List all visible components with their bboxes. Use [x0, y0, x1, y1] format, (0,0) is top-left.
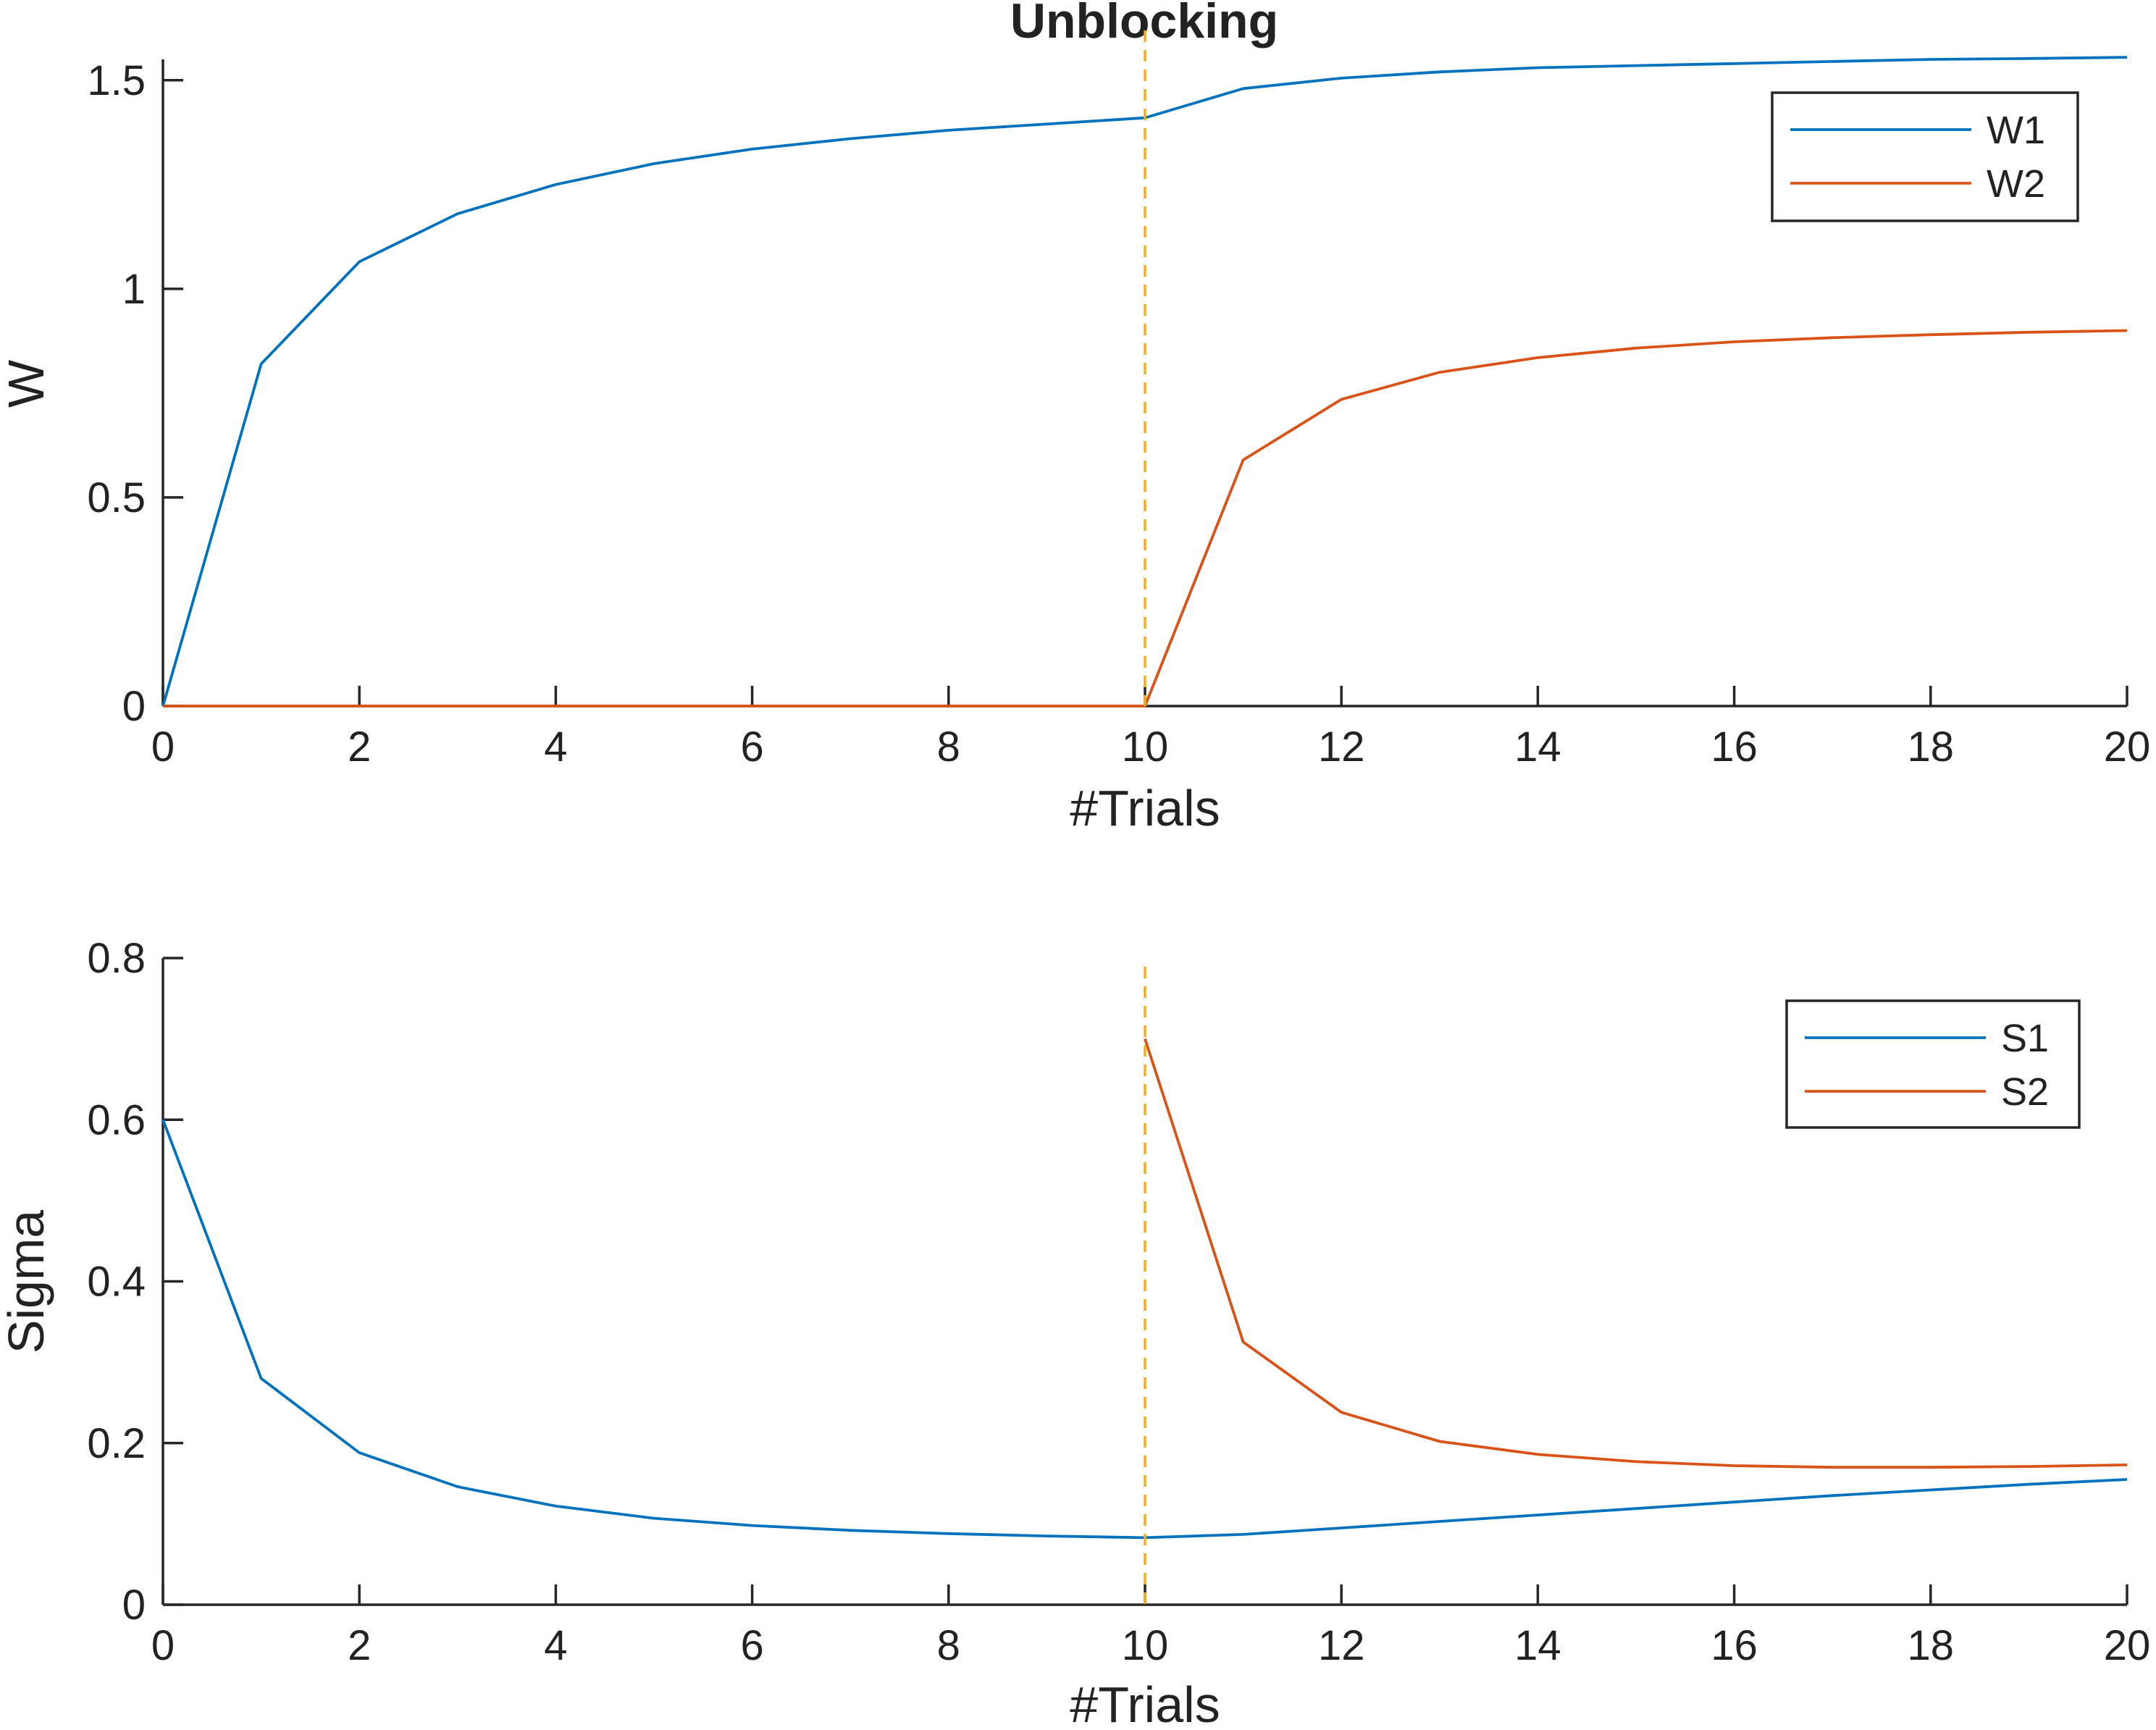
bottom-x-tick-label: 16 [1711, 1622, 1758, 1669]
bottom-x-tick-label: 6 [740, 1622, 763, 1669]
top-x-tick-label: 12 [1318, 723, 1365, 770]
bottom-x-tick-label: 2 [348, 1622, 371, 1669]
bottom-y-tick-label: 0.6 [87, 1096, 146, 1143]
bottom-panel-sigma: 0 2 4 6 8 10 12 14 16 18 20 0 0.2 0.4 0.6 0.8 #Trials Sig… [0, 935, 2150, 1730]
top-x-tick-label: 18 [1908, 723, 1955, 770]
bottom-legend [1785, 999, 2081, 1129]
bottom-x-tick-label: 8 [937, 1622, 960, 1669]
top-x-tick-label: 8 [937, 723, 960, 770]
top-legend-label-w2: W2 [1987, 162, 2045, 206]
top-y-tick-label: 0.5 [87, 474, 146, 521]
bottom-series-line-s2 [1144, 1038, 2128, 1469]
top-legend-label-w1: W1 [1987, 109, 2045, 152]
bottom-y-tick-label: 0.4 [87, 1259, 146, 1306]
top-x-axis-label: #Trials [1070, 780, 1220, 836]
bottom-legend-label-s2: S2 [2001, 1070, 2049, 1114]
top-x-tick-label: 14 [1514, 723, 1561, 770]
top-x-tick-label: 6 [740, 723, 763, 770]
top-legend [1771, 91, 2079, 222]
bottom-y-tick-label: 0 [122, 1582, 146, 1629]
bottom-x-tick-label: 4 [544, 1622, 567, 1669]
top-series-line-w2 [163, 329, 2128, 707]
top-x-tick-label: 2 [348, 723, 371, 770]
bottom-x-tick-label: 18 [1908, 1622, 1955, 1669]
bottom-x-tick-label: 10 [1122, 1622, 1169, 1669]
bottom-y-tick-label: 0.8 [87, 935, 146, 982]
bottom-y-axis-label: Sigma [0, 1210, 54, 1353]
top-x-tick-label: 4 [544, 723, 567, 770]
top-panel-w: 0 2 4 6 8 10 12 14 16 18 20 0 0.5 1 1.5 #Trials W W1 W2 [0, 30, 2150, 836]
top-y-tick-label: 1 [122, 266, 146, 313]
top-y-axis-label: W [0, 360, 54, 408]
bottom-y-tick-label: 0.2 [87, 1420, 146, 1467]
top-x-tick-label: 20 [2104, 723, 2151, 770]
top-y-tick-label: 1.5 [87, 57, 146, 104]
top-y-tick-label: 0 [122, 683, 146, 730]
top-x-tick-label: 16 [1711, 723, 1758, 770]
top-x-tick-label: 0 [151, 723, 175, 770]
bottom-x-tick-label: 12 [1318, 1622, 1365, 1669]
bottom-x-axis-label: #Trials [1070, 1676, 1220, 1730]
bottom-legend-label-s1: S1 [2001, 1017, 2049, 1060]
bottom-x-tick-label: 20 [2104, 1622, 2151, 1669]
top-x-tick-label: 10 [1122, 723, 1169, 770]
bottom-x-tick-label: 0 [151, 1622, 175, 1669]
bottom-x-tick-label: 14 [1514, 1622, 1561, 1669]
